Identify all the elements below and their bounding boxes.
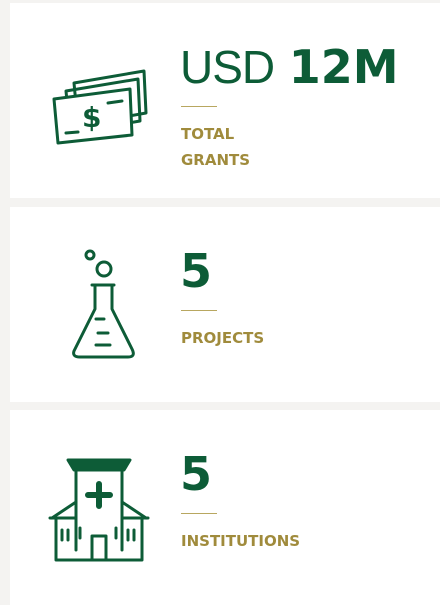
- stat-card: 5 PROJECTS: [10, 207, 440, 402]
- stat-label: INSTITUTIONS: [181, 528, 300, 554]
- stat-label: TOTAL GRANTS: [181, 121, 250, 173]
- divider: [181, 106, 217, 107]
- divider: [181, 513, 217, 514]
- label-line: TOTAL: [181, 125, 235, 143]
- label-line: INSTITUTIONS: [181, 532, 301, 550]
- value-number: 5: [180, 447, 213, 501]
- label-line: GRANTS: [181, 151, 251, 169]
- stat-value: 5: [180, 243, 212, 299]
- stat-card: $ USD 12M TOTAL GRANTS: [10, 3, 440, 198]
- hospital-icon: [48, 458, 150, 562]
- flask-icon: [72, 249, 135, 359]
- value-prefix: USD: [180, 41, 275, 93]
- svg-text:$: $: [82, 101, 101, 134]
- divider: [181, 310, 217, 311]
- value-number: 12M: [288, 40, 399, 94]
- stat-card: 5 INSTITUTIONS: [10, 410, 440, 605]
- value-number: 5: [180, 244, 213, 298]
- stat-value: 5: [180, 446, 212, 502]
- stat-value: USD 12M: [180, 39, 399, 95]
- stat-label: PROJECTS: [181, 325, 264, 351]
- label-line: PROJECTS: [181, 329, 265, 347]
- money-icon: $: [52, 69, 148, 145]
